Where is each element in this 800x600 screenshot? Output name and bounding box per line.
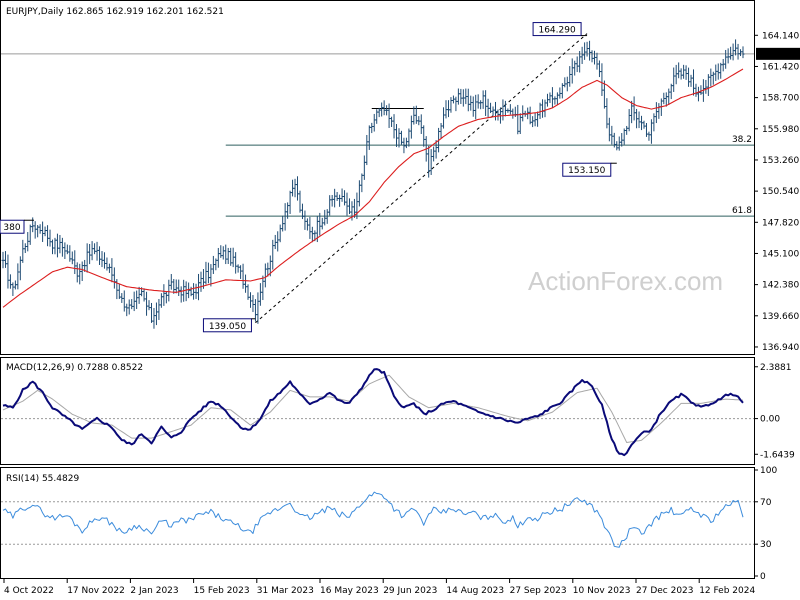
rsi-axis-label: 0 <box>760 572 766 582</box>
price-annotation-label: 139.050 <box>209 322 246 332</box>
price-axis-label: 139.660 <box>762 312 799 322</box>
date-axis-label: 10 Nov 2023 <box>573 586 631 596</box>
price-axis-label: 158.700 <box>762 94 799 104</box>
date-axis-label: 27 Dec 2023 <box>636 586 694 596</box>
price-annotation-box <box>532 22 582 37</box>
price-annotation-box <box>202 318 252 333</box>
macd-header: MACD(12,26,9) 0.7288 0.8522 <box>6 363 143 373</box>
date-axis-label: 12 Feb 2024 <box>699 586 755 596</box>
macd-axis-label: 0.00 <box>760 415 780 425</box>
macd-axis-label: -1.6439 <box>760 450 795 460</box>
macd-signal-line <box>2 374 744 443</box>
date-axis-label: 31 Mar 2023 <box>257 586 314 596</box>
price-axis-label: 147.820 <box>762 218 799 228</box>
current-price-label: 162.521 <box>761 50 800 60</box>
fibonacci-label-38.2: 38.2 <box>732 135 752 145</box>
price-header: EURJPY,Daily 162.865 162.919 162.201 162… <box>6 7 224 17</box>
rsi-axis-label: 70 <box>760 498 772 508</box>
price-axis-label: 150.540 <box>762 187 799 197</box>
rsi-axis-label: 100 <box>760 466 777 476</box>
macd-line <box>2 368 744 457</box>
date-axis-label: 4 Oct 2022 <box>4 586 54 596</box>
date-axis-label: 17 Nov 2022 <box>67 586 125 596</box>
ohlc-bars <box>1 39 745 329</box>
date-axis-label: 2 Jan 2023 <box>130 586 178 596</box>
price-annotation-label: 164.290 <box>538 26 575 36</box>
macd-axis-label: 2.3881 <box>760 363 792 373</box>
current-price-box <box>756 47 800 60</box>
date-axis-label: 15 Feb 2023 <box>194 586 250 596</box>
price-panel-frame <box>0 0 755 355</box>
price-axis-label: 136.940 <box>762 343 799 353</box>
price-annotation-label: 380 <box>3 223 20 233</box>
watermark: ActionForex.com <box>528 266 723 296</box>
price-annotation-box <box>0 219 25 234</box>
price-axis-label: 164.140 <box>762 31 799 41</box>
macd-plot <box>1 368 754 457</box>
macd-panel-frame <box>0 357 755 465</box>
rsi-header: RSI(14) 55.4829 <box>6 474 79 484</box>
date-axis-label: 29 Jun 2023 <box>383 586 437 596</box>
rsi-panel-frame <box>0 467 755 579</box>
date-axis-label: 16 May 2023 <box>320 586 379 596</box>
price-annotation-box <box>562 162 612 177</box>
price-axis-label: 155.980 <box>762 125 799 135</box>
price-axis-label: 161.420 <box>762 62 799 72</box>
rsi-line <box>2 491 744 548</box>
price-axis-label: 153.260 <box>762 156 799 166</box>
fibonacci-label-61.8: 61.8 <box>732 206 752 216</box>
rsi-axis-label: 30 <box>760 540 772 550</box>
moving-average-line <box>2 68 744 308</box>
trend-line <box>255 33 588 324</box>
price-axis-label: 142.380 <box>762 281 799 291</box>
date-axis-label: 27 Sep 2023 <box>510 586 567 596</box>
axes: 164.140 161.420 158.700 155.980 153.260 150.5… <box>3 31 800 596</box>
price-annotation-label: 153.150 <box>568 166 605 176</box>
date-axis-label: 14 Aug 2023 <box>446 586 504 596</box>
rsi-plot <box>1 491 754 548</box>
price-plot: 38.2 61.8 139.050 164.290 153.150 380 <box>0 22 754 333</box>
price-axis-label: 145.100 <box>762 249 799 259</box>
